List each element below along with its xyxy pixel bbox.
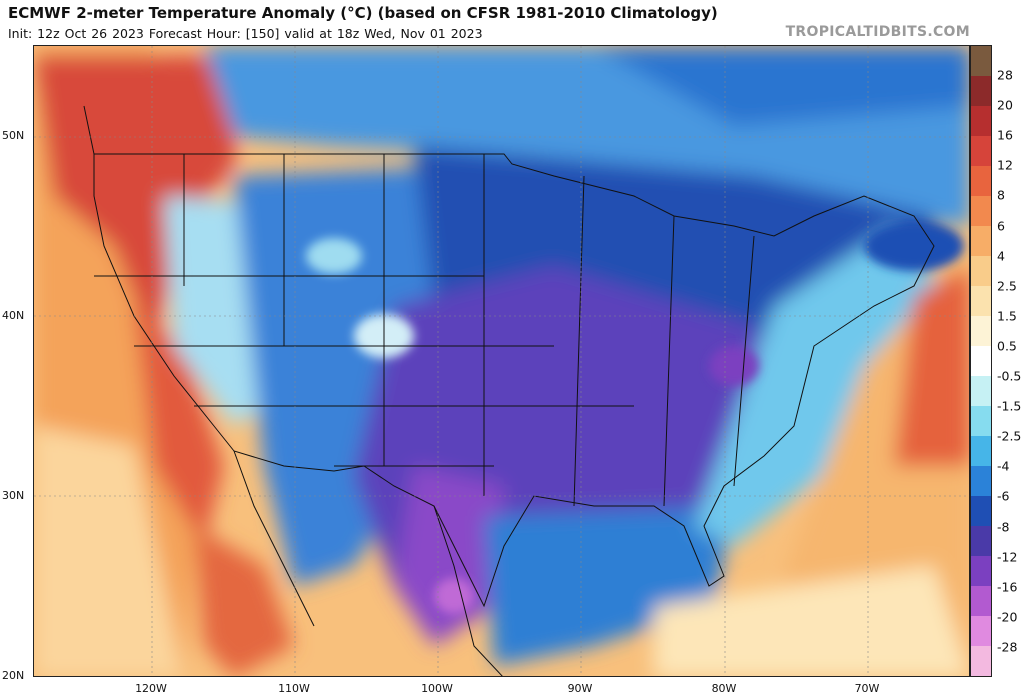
- colorbar-label: -0.5: [997, 368, 1022, 384]
- map-title: ECMWF 2-meter Temperature Anomaly (°C) (…: [8, 4, 718, 22]
- colorbar-segment: [971, 286, 991, 316]
- appalachian-purple-patch: [709, 346, 759, 386]
- california-coast-hot: [134, 306, 224, 546]
- colorbar-segment: [971, 496, 991, 526]
- colorbar-segment: [971, 226, 991, 256]
- colorbar-label: 16: [997, 127, 1013, 143]
- colorbar-segment: [971, 196, 991, 226]
- colorbar-label: -12: [997, 549, 1018, 565]
- pacific-lighter-region: [34, 426, 184, 676]
- colorbar-segment: [971, 436, 991, 466]
- colorbar-label: 28: [997, 67, 1013, 83]
- colorbar-segment: [971, 46, 991, 76]
- lon-label-80w: 80W: [711, 682, 737, 695]
- baja-warm-region: [194, 526, 294, 676]
- colorbar-segment: [971, 316, 991, 346]
- colorbar-label: -1.5: [997, 398, 1022, 414]
- colorbar-label: 4: [997, 248, 1005, 264]
- mexico-deep-purple: [394, 466, 504, 646]
- colorbar-label: -2.5: [997, 428, 1022, 444]
- gulf-blue-region: [484, 506, 734, 666]
- colorbar-label: -28: [997, 639, 1018, 655]
- colorbar-label: 2.5: [997, 278, 1017, 294]
- lon-label-100w: 100W: [421, 682, 453, 695]
- temperature-anomaly-map: [33, 45, 970, 677]
- colorbar-label: 12: [997, 157, 1013, 173]
- lon-label-110w: 110W: [278, 682, 310, 695]
- map-canvas: [34, 46, 969, 676]
- colorbar-segment: [971, 466, 991, 496]
- colorbar-label: -4: [997, 458, 1010, 474]
- lat-label-50n: 50N: [2, 129, 25, 142]
- colorbar-segment: [971, 646, 991, 676]
- colorbar-label: 1.5: [997, 308, 1017, 324]
- colorbar-segment: [971, 406, 991, 436]
- colorbar-segment: [971, 256, 991, 286]
- caribbean-light-region: [654, 566, 969, 676]
- colorbar-label: -6: [997, 488, 1010, 504]
- hudson-blue-region: [594, 46, 969, 126]
- colorbar-segment: [971, 556, 991, 586]
- atlantic-hot-region: [894, 267, 969, 466]
- colorbar-segment: [971, 166, 991, 196]
- colorbar-segment: [971, 76, 991, 106]
- lon-label-90w: 90W: [567, 682, 593, 695]
- colorbar-segment: [971, 106, 991, 136]
- colorbar-label: 20: [997, 97, 1013, 113]
- map-subtitle: Init: 12z Oct 26 2023 Forecast Hour: [15…: [8, 26, 483, 41]
- east-coast-cyan-region: [694, 226, 954, 546]
- colorbar-label: 8: [997, 187, 1005, 203]
- lon-label-120w: 120W: [135, 682, 167, 695]
- colorbar-segment: [971, 586, 991, 616]
- lon-label-70w: 70W: [854, 682, 880, 695]
- colorbar-segment: [971, 346, 991, 376]
- lat-label-40n: 40N: [2, 309, 25, 322]
- colorbar-segment: [971, 616, 991, 646]
- new-england-deep-blue: [864, 221, 964, 271]
- colorbar-label: 0.5: [997, 338, 1017, 354]
- lat-label-20n: 20N: [2, 669, 25, 682]
- colorbar-label: -16: [997, 579, 1018, 595]
- colorbar-label: -20: [997, 609, 1018, 625]
- colorbar-segment: [971, 526, 991, 556]
- colorbar-segment: [971, 376, 991, 406]
- colorbar-label: 6: [997, 218, 1005, 234]
- mexico-magenta-patch: [434, 578, 474, 614]
- graticule: [34, 46, 969, 676]
- political-borders: [83, 105, 935, 676]
- wyoming-light-patch: [306, 238, 362, 274]
- colorbar-segment: [971, 136, 991, 166]
- colorbar-label: -8: [997, 519, 1010, 535]
- lat-label-30n: 30N: [2, 489, 25, 502]
- colorbar: [970, 45, 992, 677]
- northwest-hot-region: [34, 56, 244, 346]
- brand-watermark: TROPICALTIDBITS.COM: [785, 24, 970, 40]
